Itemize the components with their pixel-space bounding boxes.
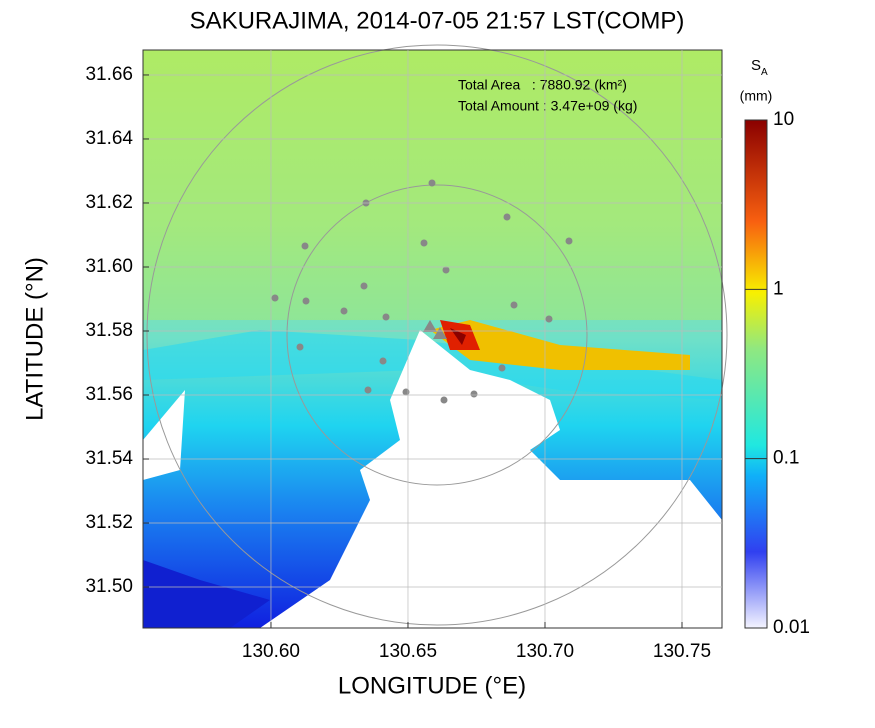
y-tick-label: 31.58	[85, 320, 133, 341]
colorbar-title: SA	[751, 57, 768, 78]
plot-frame	[142, 49, 723, 629]
y-tick-label: 31.66	[85, 64, 133, 85]
colorbar-tick-label: 10	[773, 109, 794, 130]
colorbar-tick-label: 0.1	[773, 448, 799, 469]
colorbar-tick-label: 1	[773, 278, 784, 299]
radar-range	[146, 44, 728, 626]
y-tick-label: 31.60	[85, 256, 133, 277]
title: SAKURAJIMA, 2014-07-05 21:57 LST(COMP)	[190, 7, 685, 34]
x-tick-label: 130.70	[516, 641, 574, 662]
y-tick-label: 31.62	[85, 192, 133, 213]
colorbar-symbol: S	[751, 57, 761, 74]
y-tick-label: 31.54	[85, 448, 133, 469]
deposit-field	[143, 50, 722, 628]
y-tick-label: 31.50	[85, 576, 133, 597]
x-tick-label: 130.65	[379, 641, 437, 662]
colorbar-unit: (mm)	[740, 88, 773, 104]
x-tick-label: 130.60	[242, 641, 300, 662]
y-axis-label: LATITUDE (°N)	[21, 257, 48, 421]
x-tick-label: 130.75	[653, 641, 711, 662]
x-axis-label: LONGITUDE (°E)	[338, 672, 526, 699]
y-tick-label: 31.52	[85, 512, 133, 533]
annotation: Total Amount : 3.47e+09 (kg)	[458, 98, 637, 114]
y-tick-label: 31.64	[85, 128, 133, 149]
colorbar-subscript: A	[761, 67, 768, 78]
colorbar-tick-label: 0.01	[773, 617, 810, 638]
annotation: Total Area : 7880.92 (km²)	[458, 77, 627, 93]
y-tick-label: 31.56	[85, 384, 133, 405]
colorbar	[744, 119, 768, 629]
